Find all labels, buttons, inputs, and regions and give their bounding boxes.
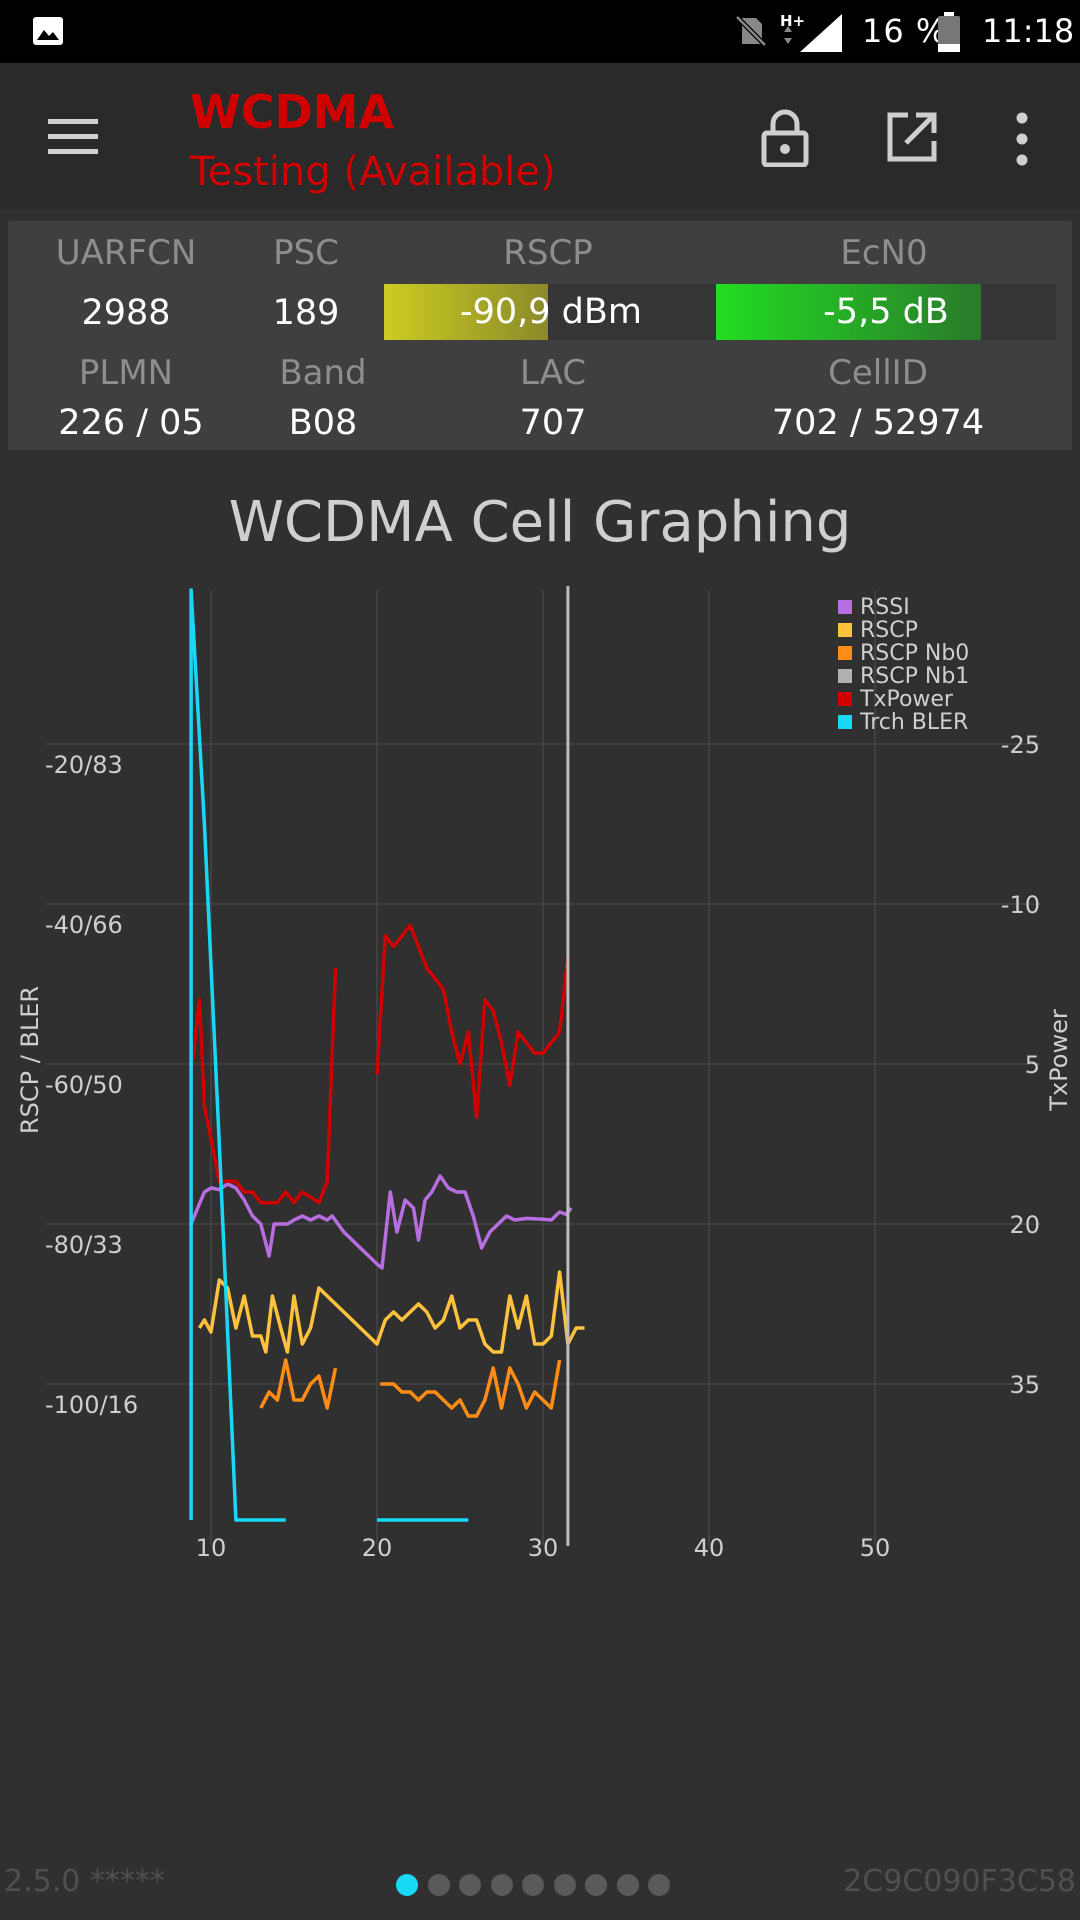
page-subtitle: Testing (Available) <box>190 149 556 195</box>
series-line-txpower <box>189 967 338 1205</box>
y2-tick-label: -25 <box>1001 731 1040 759</box>
lac-value: 707 <box>519 403 587 443</box>
menu-icon[interactable] <box>48 117 98 157</box>
page-dot[interactable] <box>396 1874 418 1896</box>
battery-icon <box>938 12 960 52</box>
ecn0-meter-fill <box>716 284 982 340</box>
legend-swatch <box>838 715 852 729</box>
legend-label: RSCP <box>860 618 918 643</box>
lock-icon[interactable] <box>760 107 810 167</box>
app-bar: WCDMA Testing (Available) <box>0 63 1080 209</box>
legend-label: RSCP Nb0 <box>860 641 969 666</box>
legend-label: RSCP Nb1 <box>860 664 969 689</box>
ecn0-value: -5,5 dB <box>823 292 949 332</box>
legend-label: TxPower <box>859 687 954 712</box>
x-tick-label: 30 <box>528 1534 559 1560</box>
network-type-label: H+ <box>780 12 805 30</box>
y2-tick-label: 20 <box>1009 1211 1040 1239</box>
cellid-value: 702 / 52974 <box>771 403 985 443</box>
rscp-meter: -90,9 dBm <box>384 284 718 340</box>
plmn-value: 226 / 05 <box>58 403 204 443</box>
y-tick-label: -60/50 <box>45 1071 123 1099</box>
device-id: 2C9C090F3C58 <box>843 1864 1076 1899</box>
rscp-label: RSCP <box>503 233 593 273</box>
x-tick-label: 50 <box>860 1534 891 1560</box>
legend-swatch <box>838 646 852 660</box>
series-line-rscp-nb0 <box>380 1359 562 1418</box>
page-dot[interactable] <box>616 1874 639 1896</box>
series-line-rscp <box>197 1270 585 1354</box>
y-axis-title: RSCP / BLER <box>16 986 44 1134</box>
battery-percent: 16 % <box>862 12 948 50</box>
cell-info-panel: UARFCN PSC RSCP EcN0 2988 189 -90,9 dBm … <box>8 221 1072 450</box>
legend-swatch <box>838 669 852 683</box>
y-tick-label: -100/16 <box>45 1391 138 1419</box>
rscp-value: -90,9 dBm <box>459 292 642 332</box>
y-tick-label: -80/33 <box>45 1231 123 1259</box>
legend-swatch <box>838 600 852 614</box>
page-dot[interactable] <box>427 1874 450 1896</box>
clock: 11:18 <box>982 12 1075 50</box>
page-dot[interactable] <box>648 1874 670 1896</box>
y2-axis-title: TxPower <box>1045 1009 1073 1112</box>
x-tick-label: 10 <box>196 1534 227 1560</box>
uarfcn-label: UARFCN <box>55 233 197 273</box>
legend-label: RSSI <box>860 595 910 620</box>
no-sim-icon <box>735 15 767 47</box>
page-dot[interactable] <box>490 1874 513 1896</box>
status-bar: H+ 16 % 11:18 <box>0 0 1080 63</box>
series-line-rscp-nb0 <box>259 1358 338 1410</box>
band-value: B08 <box>288 403 358 443</box>
page-dot[interactable] <box>459 1874 481 1896</box>
y-tick-label: -20/83 <box>45 751 123 779</box>
x-tick-label: 40 <box>694 1534 725 1560</box>
x-tick-label: 20 <box>362 1534 393 1560</box>
plmn-label: PLMN <box>78 353 174 393</box>
psc-label: PSC <box>273 233 339 273</box>
ecn0-label: EcN0 <box>840 233 928 273</box>
band-label: Band <box>279 353 367 393</box>
y2-tick-label: -10 <box>1001 891 1040 919</box>
cell-graph[interactable]: -20/83 -40/66 -60/50 -80/33 -100/16 10 20 30 40 5… <box>0 560 1080 1560</box>
cellid-label: CellID <box>828 353 928 393</box>
y-tick-label: -40/66 <box>45 911 123 939</box>
page-dot[interactable] <box>553 1874 576 1896</box>
y2-tick-label: 5 <box>1025 1051 1040 1079</box>
page-dot[interactable] <box>522 1874 544 1896</box>
series-line-trch-bler <box>189 588 286 1522</box>
more-vert-icon[interactable] <box>1010 111 1034 167</box>
app-version: 2.5.0 ***** <box>4 1864 165 1899</box>
page-dot[interactable] <box>585 1874 607 1896</box>
legend-swatch <box>838 623 852 637</box>
series-line-rssi <box>189 1174 573 1270</box>
image-icon <box>33 17 63 45</box>
y2-tick-label: 35 <box>1009 1371 1040 1399</box>
ecn0-meter: -5,5 dB <box>716 284 1056 340</box>
series-line-txpower <box>375 923 570 1120</box>
open-external-icon[interactable] <box>886 111 938 163</box>
page-title: WCDMA <box>190 85 395 139</box>
psc-value: 189 <box>272 293 340 333</box>
legend-label: Trch BLER <box>859 710 968 735</box>
legend-swatch <box>838 692 852 706</box>
signal-icon: H+ <box>780 12 842 52</box>
uarfcn-value: 2988 <box>81 293 171 333</box>
lac-label: LAC <box>519 353 587 393</box>
chart-title: WCDMA Cell Graphing <box>228 490 852 555</box>
rscp-meter-fill <box>384 284 548 340</box>
